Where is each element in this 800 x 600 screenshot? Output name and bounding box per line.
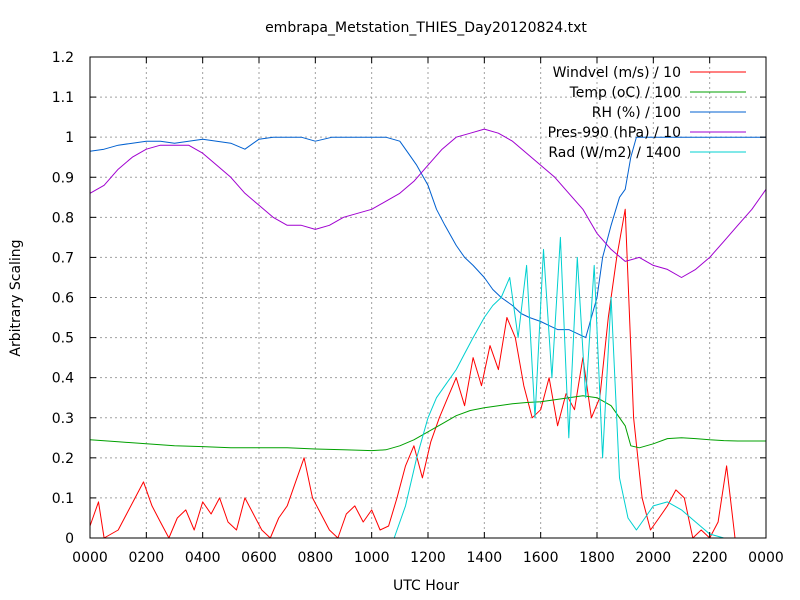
series-line-3 — [89, 136, 766, 339]
x-tick-label: 2200 — [692, 550, 728, 566]
legend: Windvel (m/s) / 10 Temp (oC) / 100 RH (%) … — [548, 65, 746, 161]
y-tick-label: 1.2 — [52, 50, 74, 66]
x-tick-label: 0400 — [185, 550, 221, 566]
x-tick-label: 0800 — [298, 550, 334, 566]
series-line-2 — [89, 395, 766, 452]
y-tick-label: 0.4 — [52, 371, 74, 387]
legend-label: Pres-990 (hPa) / 10 — [548, 125, 681, 141]
y-tick-label: 0.5 — [52, 331, 74, 347]
x-tick-label: 0600 — [241, 550, 277, 566]
y-tick-label: 0.7 — [52, 250, 74, 266]
legend-label: Windvel (m/s) / 10 — [553, 65, 681, 81]
x-tick-label: 1400 — [467, 550, 503, 566]
x-tick-label: 0000 — [748, 550, 784, 566]
x-tick-label: 2000 — [636, 550, 672, 566]
y-axis-title: Arbitrary Scaling — [8, 239, 24, 356]
legend-label: RH (%) / 100 — [592, 105, 681, 121]
y-tick-label: 1 — [65, 130, 74, 146]
y-tick-label: 1.1 — [52, 90, 74, 106]
series-line-5 — [90, 236, 766, 539]
y-tick-label: 0.1 — [52, 491, 74, 507]
x-axis-title: UTC Hour — [393, 578, 459, 594]
series-line-4 — [89, 128, 767, 278]
x-tick-label: 1800 — [579, 550, 615, 566]
y-tick-label: 0.2 — [52, 451, 74, 467]
y-tick-label: 0 — [65, 531, 74, 547]
x-axis-ticks: 0000 0200 0400 0600 0800 1000 1200 1400 1600 1800… — [72, 57, 784, 566]
legend-label: Rad (W/m2) / 1400 — [548, 145, 681, 161]
x-tick-label: 1200 — [410, 550, 446, 566]
series-layer — [89, 128, 767, 539]
y-tick-label: 0.3 — [52, 411, 74, 427]
x-tick-label: 1000 — [354, 550, 390, 566]
y-tick-label: 0.9 — [52, 170, 74, 186]
series-line-1 — [89, 208, 736, 539]
chart-title: embrapa_Metstation_THIES_Day20120824.txt — [265, 20, 587, 36]
x-tick-label: 0000 — [72, 550, 108, 566]
y-tick-label: 0.6 — [52, 291, 74, 307]
x-tick-label: 0200 — [129, 550, 165, 566]
y-tick-label: 0.8 — [52, 210, 74, 226]
x-tick-label: 1600 — [523, 550, 559, 566]
legend-label: Temp (oC) / 100 — [569, 85, 681, 101]
y-axis-ticks: 0 0.1 0.2 0.3 0.4 0.5 0.6 0.7 0.8 0.9 1 1.1 1.2 — [52, 50, 766, 547]
